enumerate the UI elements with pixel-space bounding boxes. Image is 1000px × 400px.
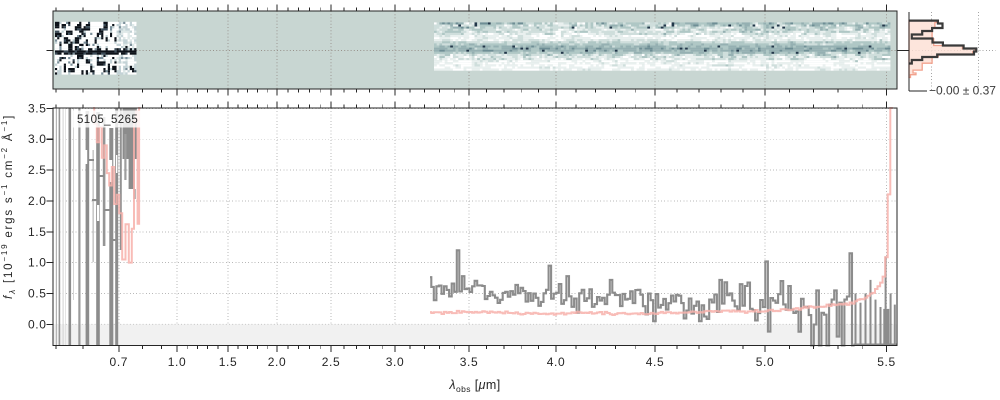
svg-text:2.0: 2.0: [268, 355, 286, 369]
svg-text:fλ [10−19 ergs s−1 cm−2 Å−1]: fλ [10−19 ergs s−1 cm−2 Å−1]: [0, 114, 17, 299]
svg-text:3.0: 3.0: [28, 132, 46, 146]
svg-text:3.5: 3.5: [460, 355, 478, 369]
svg-text:1.5: 1.5: [219, 355, 237, 369]
svg-text:0.7: 0.7: [110, 355, 128, 369]
svg-text:4.0: 4.0: [547, 355, 565, 369]
svg-text:2.5: 2.5: [28, 163, 46, 177]
svg-text:3.0: 3.0: [386, 355, 404, 369]
svg-text:0.0: 0.0: [28, 317, 46, 331]
svg-text:2.5: 2.5: [322, 355, 340, 369]
svg-text:5.0: 5.0: [756, 355, 774, 369]
svg-text:λobs [μm]: λobs [μm]: [448, 378, 500, 394]
svg-text:1.5: 1.5: [28, 225, 46, 239]
svg-text:1.0: 1.0: [28, 256, 46, 270]
svg-text:5.5: 5.5: [877, 355, 895, 369]
svg-text:2.0: 2.0: [28, 194, 46, 208]
svg-text:3.5: 3.5: [28, 101, 46, 115]
svg-text:4.5: 4.5: [646, 355, 664, 369]
svg-text:5105_5265: 5105_5265: [77, 114, 138, 126]
svg-text:−0.00 ± 0.37: −0.00 ± 0.37: [929, 84, 996, 98]
svg-text:0.5: 0.5: [28, 286, 46, 300]
svg-text:1.0: 1.0: [168, 355, 186, 369]
